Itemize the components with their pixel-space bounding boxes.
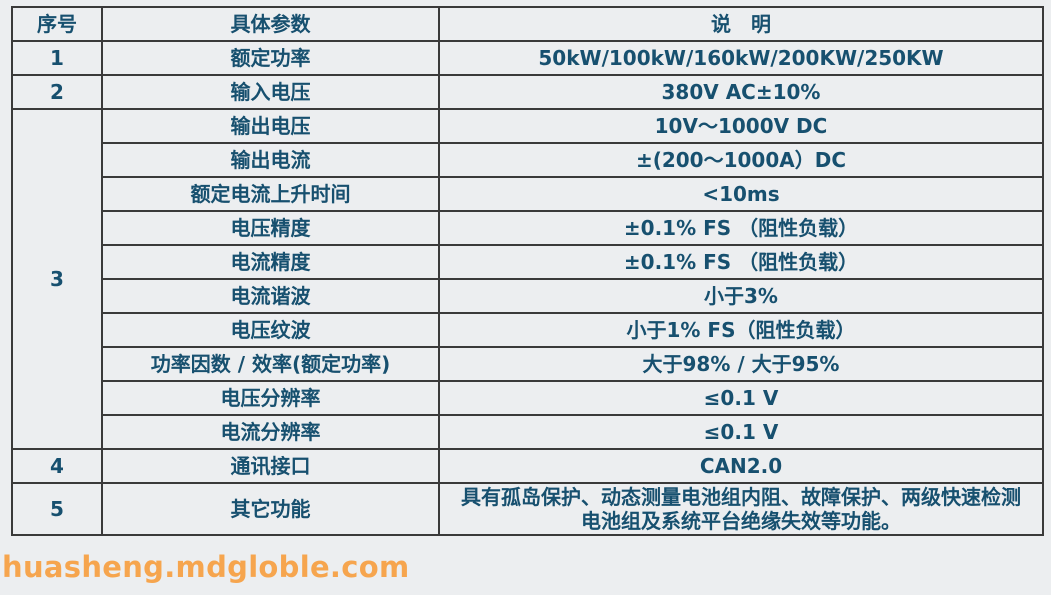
table-row: 电流精度 ±0.1% FS （阻性负载） [12, 244, 1044, 280]
row-no: 5 [11, 482, 103, 536]
row-param: 输出电流 [101, 142, 440, 178]
row-desc: ±0.1% FS （阻性负载） [438, 210, 1044, 246]
header-no: 序号 [11, 6, 103, 42]
row-no: 3 [11, 108, 103, 450]
table-row: 3 输出电压 10V～1000V DC [11, 108, 1044, 450]
row-param: 电压纹波 [101, 312, 440, 348]
table-header: 序号 具体参数 说 明 [11, 6, 1044, 42]
row-param: 额定功率 [101, 40, 440, 76]
row-param: 其它功能 [101, 482, 440, 536]
row-desc: CAN2.0 [438, 448, 1044, 484]
row-param: 电压精度 [101, 210, 440, 246]
row-desc: ≤0.1 V [438, 414, 1044, 450]
row-desc: 10V～1000V DC [438, 108, 1044, 144]
row-param: 电流谐波 [101, 278, 440, 314]
table-row: 1 额定功率 50kW/100kW/160kW/200KW/250KW [11, 40, 1044, 76]
row-param: 电压分辨率 [101, 380, 440, 416]
row-no: 4 [11, 448, 103, 484]
row-param: 通讯接口 [101, 448, 440, 484]
row-param: 电流精度 [101, 244, 440, 280]
row-no: 2 [11, 74, 103, 110]
table-row: 2 输入电压 380V AC±10% [11, 74, 1044, 110]
header-param: 具体参数 [101, 6, 440, 42]
row-desc: 小于3% [438, 278, 1044, 314]
row-desc: 380V AC±10% [438, 74, 1044, 110]
row-param: 功率因数 / 效率(额定功率) [101, 346, 440, 382]
table-row: 电压纹波 小于1% FS（阻性负载） [12, 312, 1044, 348]
header-desc: 说 明 [438, 6, 1044, 42]
row-desc: ±(200～1000A）DC [438, 142, 1044, 178]
row-param: 输出电压 [101, 108, 440, 144]
row-desc: ±0.1% FS （阻性负载） [438, 244, 1044, 280]
row-desc: 小于1% FS（阻性负载） [438, 312, 1044, 348]
watermark: huasheng.mdgloble.com [2, 550, 410, 584]
table-row: 额定电流上升时间 <10ms [12, 176, 1044, 212]
row-param: 输入电压 [101, 74, 440, 110]
table-row: 功率因数 / 效率(额定功率) 大于98% / 大于95% [12, 346, 1044, 382]
row-param: 电流分辨率 [101, 414, 440, 450]
row-no: 1 [11, 40, 103, 76]
spec-table: 序号 具体参数 说 明 1 额定功率 50kW/100kW/160kW/200K… [11, 6, 1044, 536]
row-desc: <10ms [438, 176, 1044, 212]
table-row: 输出电流 ±(200～1000A）DC [12, 142, 1044, 178]
row-param: 额定电流上升时间 [101, 176, 440, 212]
table-row: 电流谐波 小于3% [12, 278, 1044, 314]
table-row: 电流分辨率 ≤0.1 V [12, 414, 1044, 450]
table-row: 电压精度 ±0.1% FS （阻性负载） [12, 210, 1044, 246]
row-desc: 50kW/100kW/160kW/200KW/250KW [438, 40, 1044, 76]
row-desc: 具有孤岛保护、动态测量电池组内阻、故障保护、两级快速检测电池组及系统平台绝缘失效… [438, 482, 1044, 536]
table-row: 电压分辨率 ≤0.1 V [12, 380, 1044, 416]
table-row: 4 通讯接口 CAN2.0 [11, 448, 1044, 484]
table-row: 5 其它功能 具有孤岛保护、动态测量电池组内阻、故障保护、两级快速检测电池组及系… [11, 482, 1044, 536]
row-desc: 大于98% / 大于95% [438, 346, 1044, 382]
row-desc: ≤0.1 V [438, 380, 1044, 416]
